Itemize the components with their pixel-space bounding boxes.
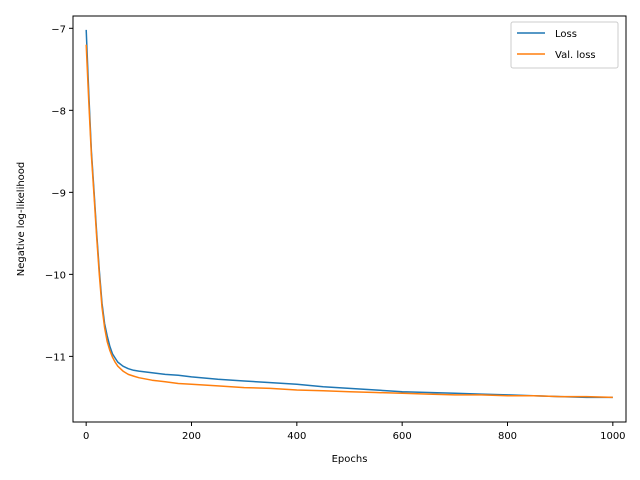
- x-tick-label: 600: [393, 431, 412, 442]
- y-tick-label: −11: [45, 352, 66, 363]
- y-axis-label: Negative log-likelihood: [16, 162, 27, 277]
- y-axis: −7 −8 −9 −10 −11: [45, 24, 73, 363]
- plot-frame: [72, 15, 627, 423]
- y-tick-label: −7: [51, 24, 66, 35]
- x-axis-label: Epochs: [332, 454, 368, 465]
- x-axis: 0 200 400 600 800 1000: [83, 422, 626, 442]
- series-layer: [85, 29, 613, 399]
- y-tick-label: −10: [45, 270, 66, 281]
- series-line-val-loss: [85, 44, 613, 399]
- x-tick-label: 1000: [600, 431, 625, 442]
- x-tick-label: 800: [498, 431, 517, 442]
- x-tick-label: 400: [287, 431, 306, 442]
- legend: Loss Val. loss: [510, 21, 619, 69]
- y-tick-label: −9: [51, 188, 66, 199]
- x-tick-label: 200: [182, 431, 201, 442]
- legend-label-val-loss: Val. loss: [555, 50, 596, 61]
- legend-label-loss: Loss: [555, 29, 577, 40]
- y-tick-label: −8: [51, 106, 66, 117]
- x-tick-label: 0: [83, 431, 89, 442]
